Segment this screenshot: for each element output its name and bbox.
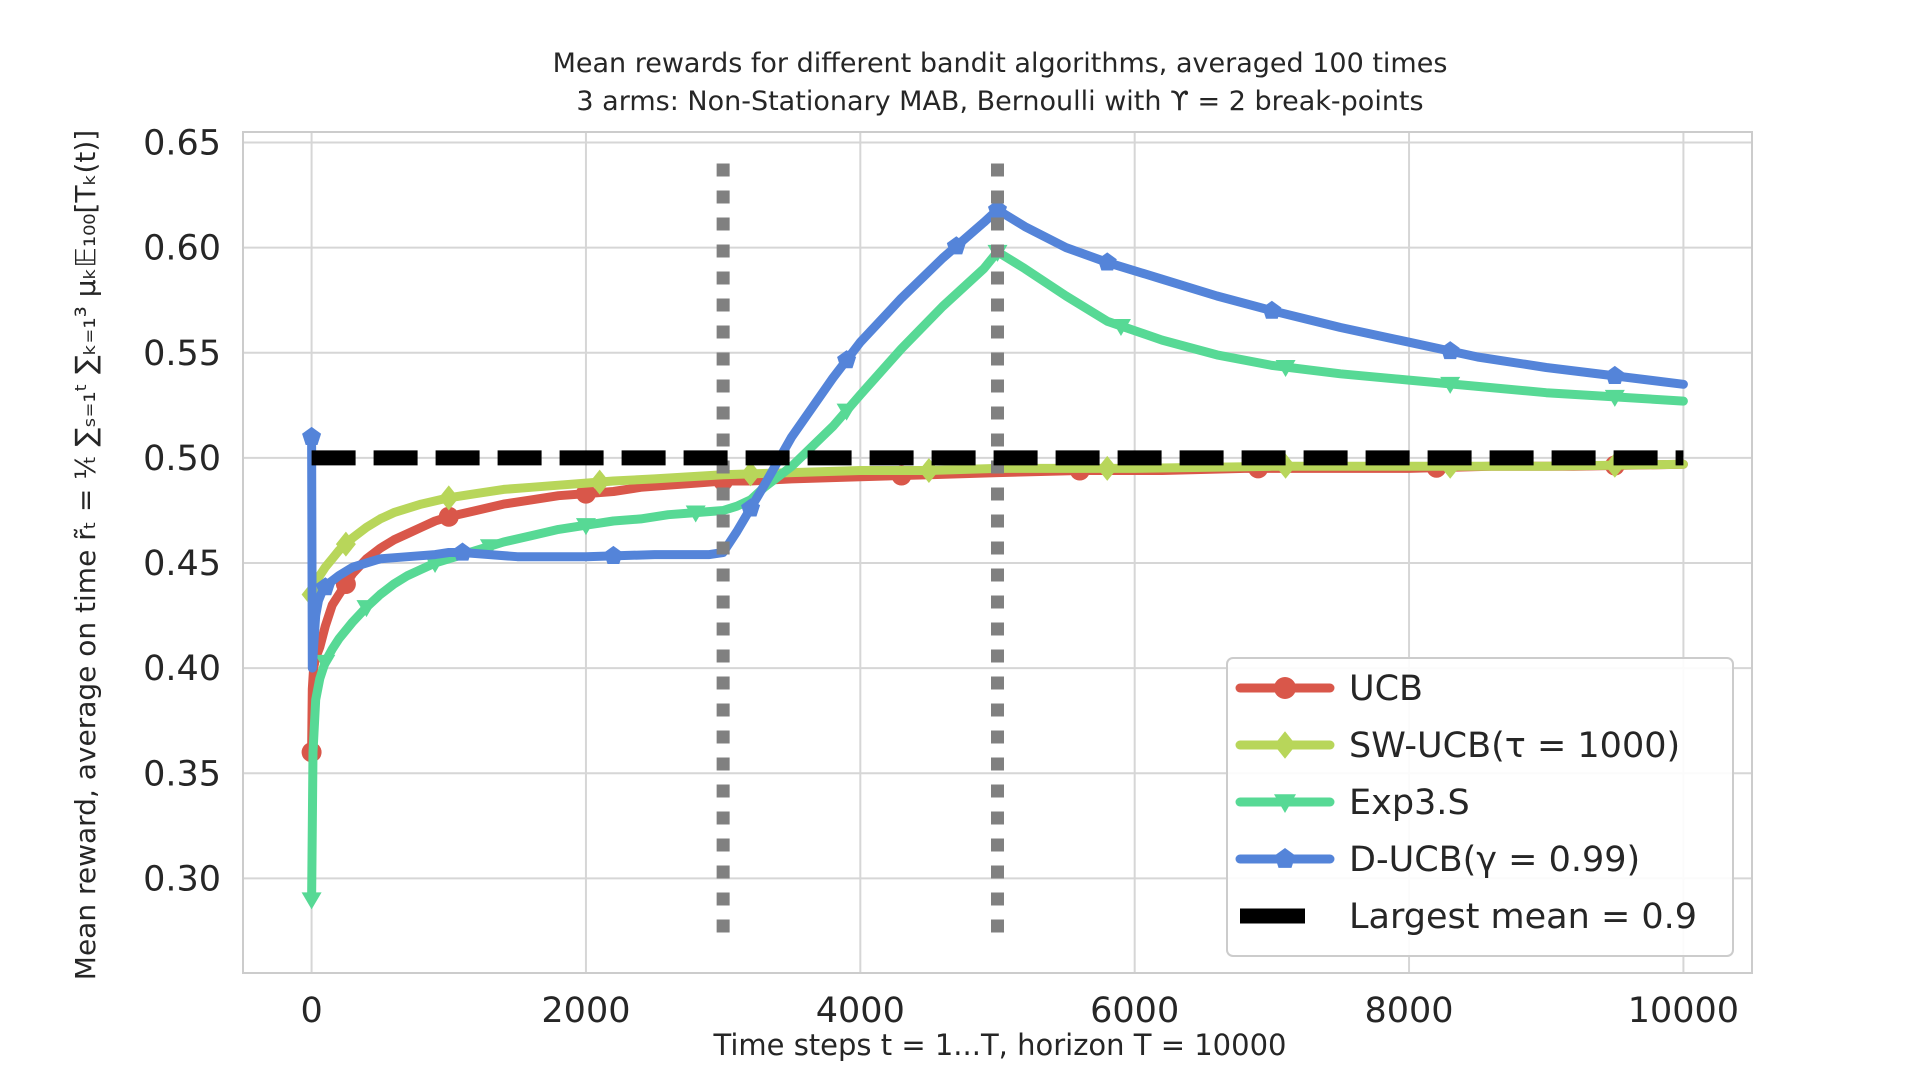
data-point <box>479 539 500 557</box>
x-axis-label: Time steps t = 1...T, horizon T = 10000 <box>713 1028 1287 1062</box>
data-point <box>1440 376 1461 394</box>
data-point <box>740 461 761 487</box>
legend-entry: SW-UCB(τ = 1000) <box>1235 726 1680 766</box>
legend-entry: D-UCB(γ = 0.99) <box>1235 840 1640 880</box>
y-axis-label: Mean reward, average on time r̃ₜ = ¹⁄ₜ ∑… <box>69 130 102 980</box>
legend-entries: UCB SW-UCB(τ = 1000) Exp3.S D-UCB(γ = 0.99)… <box>1235 669 1697 937</box>
legend: UCB SW-UCB(τ = 1000) Exp3.S D-UCB(γ = 0.99)… <box>1226 657 1734 957</box>
legend-entry: Exp3.S <box>1235 783 1470 823</box>
x-tick-label: 10000 <box>1628 991 1739 1031</box>
x-tick-label: 8000 <box>1365 991 1454 1031</box>
y-tick-label: 0.55 <box>143 334 221 374</box>
data-point <box>1097 252 1117 271</box>
legend-marker <box>1274 794 1296 813</box>
legend-marker <box>1274 677 1296 699</box>
y-tick-label: 0.30 <box>143 859 221 899</box>
data-point <box>425 556 446 574</box>
plot-frame <box>242 131 1753 974</box>
data-point <box>946 236 966 255</box>
data-point <box>1262 300 1282 319</box>
legend-label: UCB <box>1349 669 1423 709</box>
legend-label: SW-UCB(τ = 1000) <box>1349 726 1680 766</box>
y-tick-label: 0.35 <box>143 754 221 794</box>
series-4 <box>302 199 1688 673</box>
break-point-lines <box>716 163 1004 933</box>
tick-labels: 0 2000 4000 6000 8000 10000 0.30 0.35 0.40 0.45 0.… <box>143 124 1739 1031</box>
data-point <box>438 485 459 511</box>
legend-entry: UCB <box>1235 669 1423 709</box>
data-point <box>575 483 596 504</box>
x-tick-label: 4000 <box>816 991 905 1031</box>
series-line <box>307 205 1688 673</box>
legend-entry: Largest mean = 0.9 <box>1240 897 1697 937</box>
legend-frame <box>1226 657 1734 957</box>
x-tick-label: 2000 <box>541 991 630 1031</box>
data-point <box>302 426 322 445</box>
data-point <box>589 469 610 495</box>
legend-label: Largest mean = 0.9 <box>1349 897 1697 937</box>
data-point <box>315 577 335 596</box>
data-point <box>452 542 473 561</box>
legend-label: D-UCB(γ = 0.99) <box>1349 840 1640 880</box>
series-3 <box>301 244 1688 910</box>
data-point <box>1110 318 1131 336</box>
data-point <box>575 518 596 536</box>
data-point <box>315 654 336 672</box>
data-point <box>836 403 857 421</box>
data-point <box>1275 360 1296 378</box>
y-tick-label: 0.60 <box>143 229 221 269</box>
x-tick-label: 6000 <box>1090 991 1179 1031</box>
y-tick-label: 0.65 <box>143 124 221 164</box>
data-point <box>438 506 459 527</box>
data-point <box>335 531 356 557</box>
y-tick-label: 0.40 <box>143 649 221 689</box>
data-point <box>603 545 623 564</box>
chart-title-line-2: 3 arms: Non-Stationary MAB, Bernoulli wi… <box>576 86 1423 117</box>
data-point <box>837 350 857 369</box>
legend-label: Exp3.S <box>1349 783 1470 823</box>
data-point <box>1605 365 1625 384</box>
data-point <box>987 199 1008 218</box>
data-point <box>1440 341 1460 360</box>
y-tick-label: 0.50 <box>143 439 221 479</box>
y-tick-label: 0.45 <box>143 544 221 584</box>
data-point <box>1097 455 1118 481</box>
data-point <box>741 498 761 517</box>
data-point <box>685 505 706 523</box>
data-point <box>1604 389 1625 407</box>
legend-marker <box>1274 731 1296 759</box>
data-point <box>301 892 322 910</box>
chart-title-line-1: Mean rewards for different bandit algori… <box>553 48 1448 79</box>
legend-marker <box>1274 848 1296 868</box>
data-point <box>356 600 377 618</box>
x-tick-label: 0 <box>300 991 322 1031</box>
